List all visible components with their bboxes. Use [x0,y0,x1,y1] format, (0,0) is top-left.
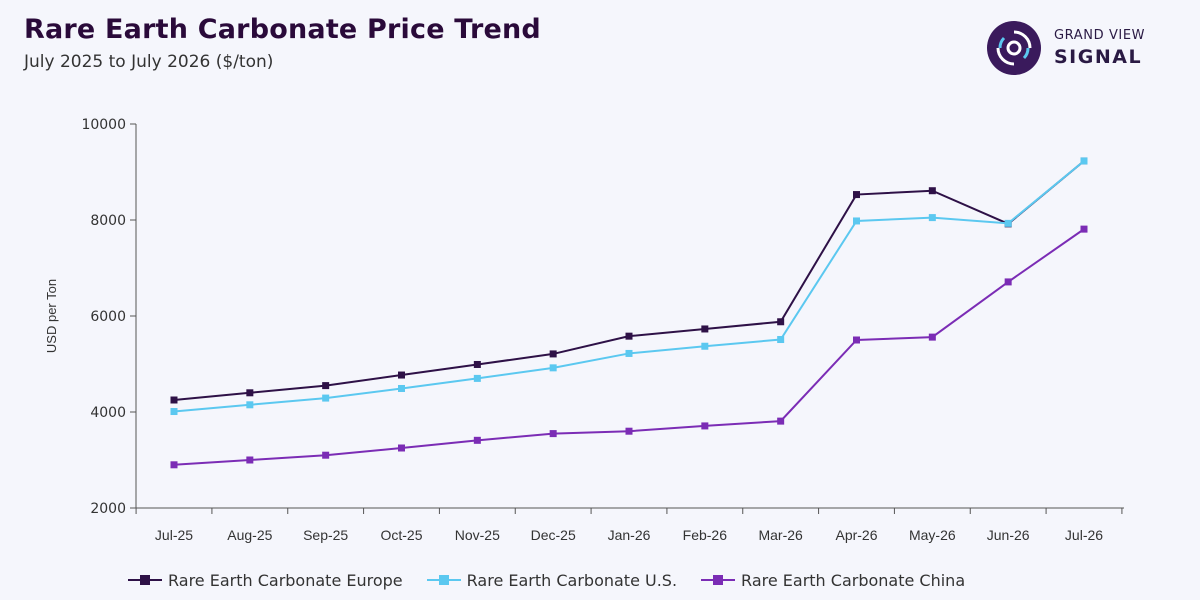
x-tick-label: Aug-25 [227,527,272,543]
data-point [853,336,860,344]
legend-swatch [701,574,736,586]
series-line [173,160,1085,413]
data-point [246,389,254,397]
data-point [701,325,709,333]
legend-swatch-marker [713,575,724,585]
legend-item: Rare Earth Carbonate Europe [128,571,403,590]
legend-swatch [128,574,162,586]
series-1 [170,157,1088,404]
legend-swatch-marker [438,575,449,585]
data-point [398,444,405,452]
chart-title: Rare Earth Carbonate Price Trend [24,14,541,45]
legend-label: Rare Earth Carbonate China [741,570,966,590]
data-point [473,360,481,368]
data-point [777,318,785,326]
x-tick-label: Jul-26 [1065,527,1103,543]
y-axis-label: USD per Ton [44,279,59,353]
data-point [170,408,178,416]
data-point [549,350,557,358]
data-point [246,456,254,464]
data-point [928,214,936,222]
data-point [473,374,481,382]
x-tick-label: Nov-25 [455,527,500,543]
data-point [928,333,936,341]
data-point [170,461,178,469]
x-tick-label: Sep-25 [303,527,348,543]
data-point [246,401,254,409]
brand-name-bottom: SIGNAL [1054,46,1143,68]
data-point [322,382,330,390]
data-point [1004,278,1012,286]
brand-logo: GRAND VIEW SIGNAL [984,20,1184,76]
data-point [701,342,709,350]
data-point [322,451,330,459]
brand-name-top: GRAND VIEW [1054,28,1146,43]
series-3 [170,225,1088,469]
x-tick-label: Apr-26 [835,527,877,543]
data-point [322,394,330,402]
legend-item: Rare Earth Carbonate China [701,571,965,590]
data-point [398,384,405,392]
legend-label: Rare Earth Carbonate U.S. [466,570,678,590]
data-point [1080,157,1088,165]
y-tick-label: 6000 [90,309,126,325]
data-point [928,187,936,195]
data-point [1004,219,1012,227]
x-tick-label: Mar-26 [758,527,803,543]
data-point [549,430,557,438]
x-tick-label: Feb-26 [683,527,728,543]
y-tick-label: 8000 [90,213,126,229]
data-point [625,427,633,435]
x-tick-label: Jan-26 [608,527,651,543]
data-point [1080,225,1088,233]
x-tick-label: Jul-25 [155,527,193,543]
series-2 [170,157,1088,416]
legend-item: Rare Earth Carbonate U.S. [426,570,678,590]
y-tick-label: 10000 [81,117,126,133]
y-tick-label: 4000 [90,405,126,421]
x-tick-label: Jun-26 [987,527,1030,543]
data-point [777,417,785,425]
data-point [473,436,481,444]
data-point [853,217,860,225]
legend-label: Rare Earth Carbonate Europe [168,570,403,590]
data-point [625,332,633,340]
data-point [701,422,709,430]
series-line [173,160,1085,401]
chart-legend: Rare Earth Carbonate Europe Rare Earth Ca… [128,568,989,592]
data-point [549,364,557,372]
data-point [777,336,785,344]
legend-swatch-marker [140,575,150,585]
x-tick-label: May-26 [909,527,956,543]
signal-logo-icon [987,21,1041,75]
data-point [625,349,633,357]
data-point [853,191,860,199]
legend-swatch [426,574,461,586]
x-tick-label: Oct-25 [380,527,422,543]
x-tick-label: Dec-25 [531,527,576,543]
data-point [170,396,178,404]
data-point [398,371,405,379]
chart-subtitle: July 2025 to July 2026 ($/ton) [24,52,274,72]
y-tick-label: 2000 [90,501,126,517]
